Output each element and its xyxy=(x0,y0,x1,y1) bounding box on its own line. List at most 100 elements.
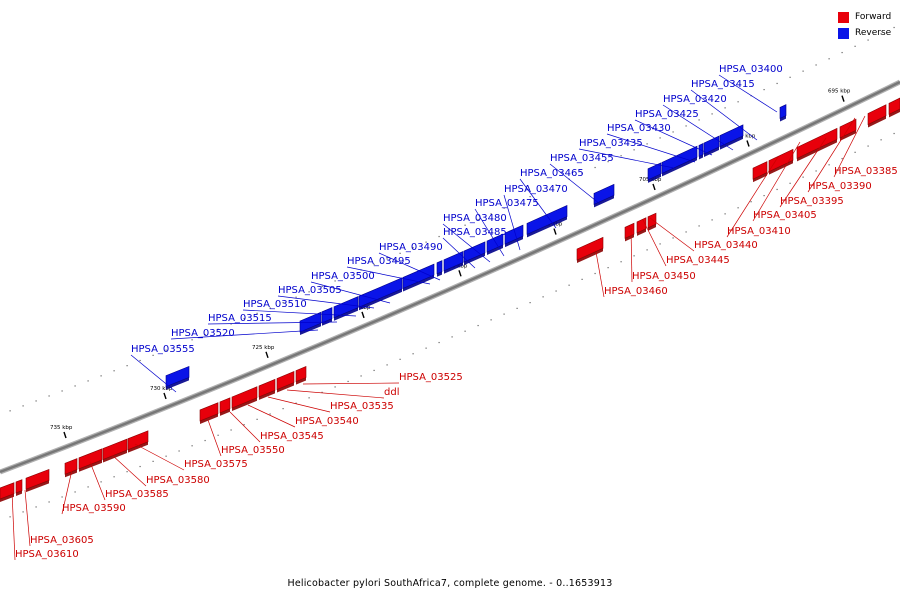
lane-dot xyxy=(438,341,440,344)
backbone xyxy=(0,80,900,474)
reverse-gene-label-leader xyxy=(662,104,734,151)
forward-gene-label-leader xyxy=(649,217,695,252)
forward-gene-block xyxy=(768,148,794,173)
reverse-gene-label: HPSA_03490 xyxy=(379,242,443,253)
forward-gene-label: HPSA_03585 xyxy=(105,489,169,500)
lane-dot xyxy=(607,267,609,269)
lane-dot xyxy=(9,410,11,412)
reverse-gene-label-leader xyxy=(242,309,357,317)
forward-gene-label-leader xyxy=(89,461,106,501)
forward-gene-block xyxy=(127,430,149,451)
forward-gene-label: HPSA_03440 xyxy=(694,240,758,251)
forward-gene-label: HPSA_03405 xyxy=(753,210,817,221)
lane-dot xyxy=(269,413,271,415)
lane-dot xyxy=(256,312,258,314)
scale-label: 730 kbp xyxy=(150,386,173,392)
reverse-gene-label-leader xyxy=(442,223,491,263)
forward-gene-label: ddl xyxy=(384,387,399,398)
reverse-gene-block xyxy=(719,124,744,148)
scale-label: 700 kbp xyxy=(733,134,756,140)
forward-gene-block xyxy=(796,127,838,159)
lane-dot xyxy=(854,45,856,47)
forward-gene-block xyxy=(231,386,258,409)
forward-gene-label-leader xyxy=(61,469,73,515)
lane-dot xyxy=(113,370,115,372)
forward-gene-label: HPSA_03385 xyxy=(834,166,898,177)
lane-dot xyxy=(204,439,206,442)
lane-dot xyxy=(308,291,310,293)
forward-gene-label: HPSA_03410 xyxy=(727,226,791,237)
forward-gene-label-leader xyxy=(726,156,779,238)
lane-dot xyxy=(243,318,245,320)
lane-dot xyxy=(893,26,895,29)
reverse-gene-block xyxy=(703,135,720,155)
forward-gene-block xyxy=(258,378,276,398)
lane-dot xyxy=(386,258,388,260)
forward-gene-label: HPSA_03605 xyxy=(30,535,94,546)
forward-gene-block xyxy=(199,402,219,422)
lane-dot xyxy=(815,170,817,172)
forward-gene-label-leader xyxy=(229,411,261,443)
scale-tick xyxy=(553,228,557,235)
reverse-gene-label: HPSA_03465 xyxy=(520,168,584,179)
reverse-gene-label: HPSA_03520 xyxy=(171,328,235,339)
reverse-gene-label-leader xyxy=(549,163,601,205)
forward-gene-label-leader xyxy=(642,219,667,267)
lane-dot xyxy=(776,82,778,85)
lane-dot xyxy=(503,207,505,209)
reverse-gene-label-leader xyxy=(503,194,521,251)
reverse-gene-label-leader xyxy=(442,237,476,269)
lane-dot xyxy=(516,307,518,309)
lane-dot xyxy=(178,344,180,346)
lane-dot xyxy=(347,380,349,383)
reverse-gene-label: HPSA_03555 xyxy=(131,344,195,355)
lane-dot xyxy=(35,400,37,402)
reverse-gene-block xyxy=(321,307,333,324)
lane-dot xyxy=(646,249,648,251)
reverse-gene-label: HPSA_03420 xyxy=(663,94,727,105)
lane-dot xyxy=(685,125,687,127)
lane-dot xyxy=(763,194,765,197)
lane-dot xyxy=(594,272,596,275)
lane-dot xyxy=(581,278,583,280)
lane-dot xyxy=(828,164,830,166)
lane-dot xyxy=(425,347,427,349)
lane-dot xyxy=(477,218,479,221)
lane-dot xyxy=(880,33,882,35)
lane-dot xyxy=(685,231,687,233)
lane-dot xyxy=(269,307,271,309)
lane-dot xyxy=(555,290,557,292)
forward-gene-label: HPSA_03575 xyxy=(184,459,248,470)
lane-dot xyxy=(711,219,713,221)
lane-dot xyxy=(828,58,830,60)
legend-forward: Forward xyxy=(838,9,891,25)
reverse-gene-label: HPSA_03470 xyxy=(504,184,568,195)
lane-dot xyxy=(464,224,466,226)
lane-dot xyxy=(35,506,37,508)
lane-dot xyxy=(776,188,778,191)
lane-dot xyxy=(87,486,89,488)
reverse-gene-block xyxy=(463,241,486,263)
lane-dot xyxy=(334,280,336,282)
lane-dot xyxy=(646,143,648,145)
lane-dot xyxy=(48,395,50,397)
lane-dot xyxy=(529,302,531,304)
reverse-gene-block xyxy=(593,183,615,205)
lane-dot xyxy=(321,285,323,287)
lane-dot xyxy=(594,166,596,169)
lane-dot xyxy=(74,385,76,387)
scale-tick xyxy=(746,140,750,147)
forward-gene-label: HPSA_03590 xyxy=(62,503,126,514)
forward-gene-label: HPSA_03395 xyxy=(780,196,844,207)
reverse-gene-block xyxy=(333,296,359,319)
forward-gene-label: HPSA_03445 xyxy=(666,255,730,266)
reverse-gene-label-leader xyxy=(378,252,441,281)
lane-dot xyxy=(165,455,167,457)
lane-dot xyxy=(217,434,219,436)
reverse-gene-block xyxy=(526,205,568,235)
lane-dot xyxy=(412,353,414,355)
reverse-gene-label-leader xyxy=(277,295,375,309)
lane-dot xyxy=(542,296,544,298)
forward-gene-block xyxy=(295,366,307,383)
genome-caption: Helicobacter pylori SouthAfrica7, comple… xyxy=(287,578,613,589)
